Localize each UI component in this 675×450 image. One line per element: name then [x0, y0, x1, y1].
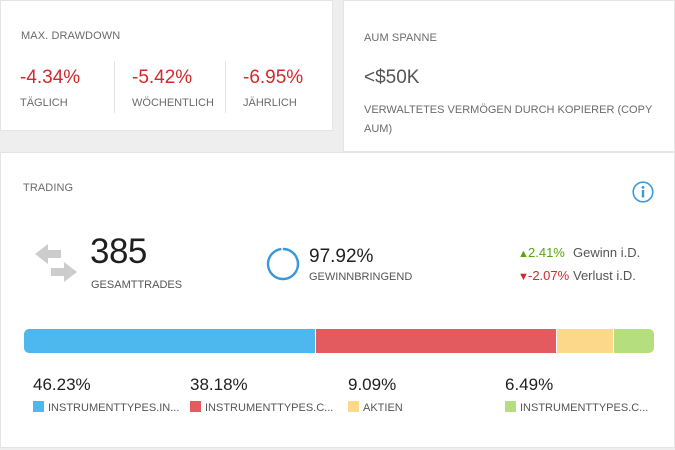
legend-swatch [505, 401, 516, 412]
loss-row: ▼-2.07% Verlust i.D. [518, 268, 636, 283]
trading-title: TRADING [23, 182, 74, 194]
drawdown-yearly-label: JÄHRLICH [243, 97, 297, 109]
legend-value: 38.18% [190, 375, 248, 394]
loss-label: Verlust i.D. [573, 268, 636, 283]
drawdown-daily-value: -4.34% [20, 67, 81, 88]
legend-value: 6.49% [505, 375, 554, 394]
drawdown-yearly: -6.95% JÄHRLICH [243, 67, 303, 109]
legend-item: 6.49% INSTRUMENTTYPES.C... [505, 375, 648, 414]
legend-item: 46.23% INSTRUMENTTYPES.IN... [33, 375, 179, 414]
legend-label: INSTRUMENTTYPES.IN... [48, 402, 180, 414]
drawdown-card: MAX. DRAWDOWN -4.34% TÄGLICH -5.42% WÖCH… [0, 0, 333, 131]
legend-item: 9.09% AKTIEN [348, 375, 403, 414]
drawdown-weekly-label: WÖCHENTLICH [132, 97, 214, 109]
total-trades-value: 385 [90, 232, 147, 271]
legend-swatch [190, 401, 201, 412]
legend-label: INSTRUMENTTYPES.C... [520, 402, 649, 414]
aum-title: AUM SPANNE [364, 32, 437, 44]
drawdown-weekly-value: -5.42% [132, 67, 193, 88]
instrument-breakdown-bar [24, 329, 654, 353]
legend-swatch [33, 401, 44, 412]
drawdown-daily-label: TÄGLICH [20, 97, 68, 109]
bar-segment [613, 329, 654, 353]
gain-row: ▲2.41% Gewinn i.D. [518, 245, 640, 260]
divider [225, 61, 226, 113]
legend-label: INSTRUMENTTYPES.C... [205, 402, 334, 414]
win-rate-label: GEWINNBRINGEND [309, 271, 413, 283]
bar-segment [24, 329, 316, 353]
legend-item: 38.18% INSTRUMENTTYPES.C... [190, 375, 333, 414]
trading-card: TRADING 385 GESAMTTRADES 97.92% GEWINNBR… [0, 152, 675, 448]
gain-label: Gewinn i.D. [573, 245, 641, 260]
divider [114, 61, 115, 113]
arrow-down-icon: ▼ [518, 271, 529, 283]
drawdown-yearly-value: -6.95% [243, 67, 304, 88]
legend-value: 46.23% [33, 375, 91, 394]
loss-value: -2.07% [528, 268, 570, 283]
legend-label: AKTIEN [363, 402, 403, 414]
drawdown-daily: -4.34% TÄGLICH [20, 67, 80, 109]
total-trades-label: GESAMTTRADES [91, 279, 183, 291]
aum-value: <$50K [364, 67, 420, 88]
legend-value: 9.09% [348, 375, 397, 394]
swap-arrows-icon [35, 244, 77, 282]
bar-segment [555, 329, 614, 353]
win-rate-ring-icon [266, 247, 300, 281]
legend-swatch [348, 401, 359, 412]
info-icon[interactable] [632, 181, 654, 203]
arrow-up-icon: ▲ [518, 248, 529, 260]
drawdown-title: MAX. DRAWDOWN [21, 30, 121, 42]
aum-card: AUM SPANNE <$50K VERWALTETES VERMÖGEN DU… [343, 0, 675, 152]
gain-value: 2.41% [528, 245, 565, 260]
drawdown-weekly: -5.42% WÖCHENTLICH [132, 67, 214, 109]
aum-description: VERWALTETES VERMÖGEN DURCH KOPIERER (COP… [364, 104, 653, 135]
win-rate-value: 97.92% [309, 246, 374, 267]
bar-segment [315, 329, 556, 353]
